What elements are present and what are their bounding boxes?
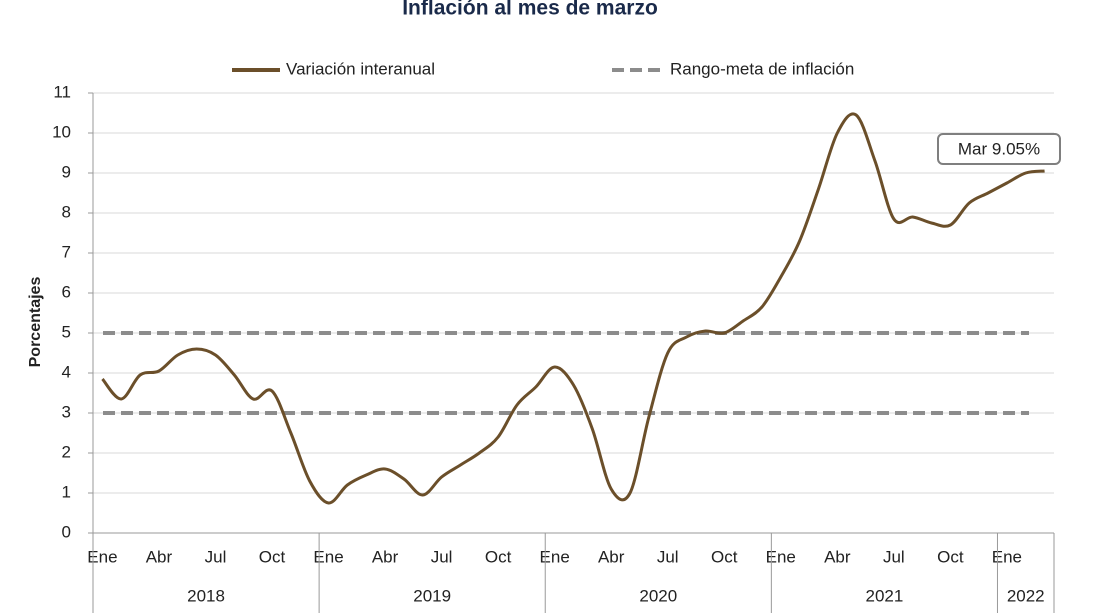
y-axis-label: Porcentajes bbox=[27, 277, 44, 368]
y-tick-label: 0 bbox=[62, 522, 71, 541]
annotation-box bbox=[937, 133, 1061, 165]
y-tick-label: 7 bbox=[62, 242, 71, 261]
x-tick-label: Oct bbox=[937, 547, 964, 566]
x-tick-label: Jul bbox=[205, 547, 227, 566]
x-tick-label: Oct bbox=[259, 547, 286, 566]
group-label: 2021 bbox=[865, 586, 903, 605]
legend-label: Rango-meta de inflación bbox=[670, 59, 854, 78]
annotation: Mar 9.05% bbox=[958, 139, 1040, 158]
series-line bbox=[101, 112, 1045, 505]
y-tick-label: 2 bbox=[62, 442, 71, 461]
x-tick-label: Ene bbox=[313, 547, 343, 566]
x-tick-label: Jul bbox=[431, 547, 453, 566]
x-tick-label: Ene bbox=[87, 547, 117, 566]
x-tick-label: Abr bbox=[372, 547, 399, 566]
group-label: 2018 bbox=[187, 586, 225, 605]
x-tick-label: Ene bbox=[540, 547, 570, 566]
group-label: 2019 bbox=[413, 586, 451, 605]
x-tick-label: Jul bbox=[657, 547, 679, 566]
chart-title: Inflación al mes de marzo bbox=[402, 0, 658, 20]
y-tick-label: 9 bbox=[62, 162, 71, 181]
y-tick-label: 8 bbox=[62, 202, 71, 221]
y-tick-label: 11 bbox=[53, 82, 71, 101]
legend-label: Variación interanual bbox=[286, 59, 435, 78]
group-label: 2020 bbox=[639, 586, 677, 605]
y-tick-label: 4 bbox=[62, 362, 71, 381]
x-tick-label: Ene bbox=[992, 547, 1022, 566]
x-tick-label: Ene bbox=[766, 547, 796, 566]
x-tick-label: Abr bbox=[146, 547, 173, 566]
y-tick-label: 1 bbox=[62, 482, 71, 501]
group-label: 2022 bbox=[1007, 586, 1045, 605]
x-tick-label: Abr bbox=[824, 547, 851, 566]
x-tick-label: Jul bbox=[883, 547, 905, 566]
y-tick-label: 5 bbox=[62, 322, 71, 341]
x-tick-label: Oct bbox=[485, 547, 512, 566]
y-tick-label: 10 bbox=[52, 122, 71, 141]
y-tick-label: 6 bbox=[62, 282, 71, 301]
x-tick-label: Oct bbox=[711, 547, 738, 566]
x-tick-label: Abr bbox=[598, 547, 625, 566]
y-tick-label: 3 bbox=[62, 402, 71, 421]
